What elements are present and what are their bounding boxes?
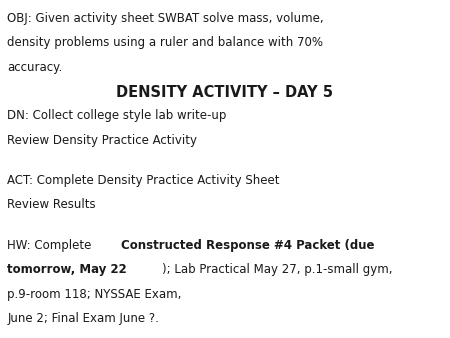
Text: density problems using a ruler and balance with 70%: density problems using a ruler and balan… (7, 36, 323, 49)
Text: accuracy.: accuracy. (7, 61, 63, 73)
Text: OBJ: Given activity sheet SWBAT solve mass, volume,: OBJ: Given activity sheet SWBAT solve ma… (7, 12, 324, 25)
Text: tomorrow, May 22: tomorrow, May 22 (7, 263, 127, 276)
Text: Review Results: Review Results (7, 198, 96, 211)
Text: June 2; Final Exam June ?.: June 2; Final Exam June ?. (7, 312, 159, 325)
Text: DN: Collect college style lab write-up: DN: Collect college style lab write-up (7, 109, 226, 122)
Text: DENSITY ACTIVITY – DAY 5: DENSITY ACTIVITY – DAY 5 (117, 85, 333, 100)
Text: ); Lab Practical May 27, p.1-small gym,: ); Lab Practical May 27, p.1-small gym, (162, 263, 392, 276)
Text: p.9-room 118; NYSSAE Exam,: p.9-room 118; NYSSAE Exam, (7, 288, 181, 300)
Text: ACT: Complete Density Practice Activity Sheet: ACT: Complete Density Practice Activity … (7, 174, 280, 187)
Text: Review Density Practice Activity: Review Density Practice Activity (7, 134, 197, 146)
Text: Constructed Response #4 Packet (due: Constructed Response #4 Packet (due (121, 239, 374, 252)
Text: HW: Complete: HW: Complete (7, 239, 95, 252)
